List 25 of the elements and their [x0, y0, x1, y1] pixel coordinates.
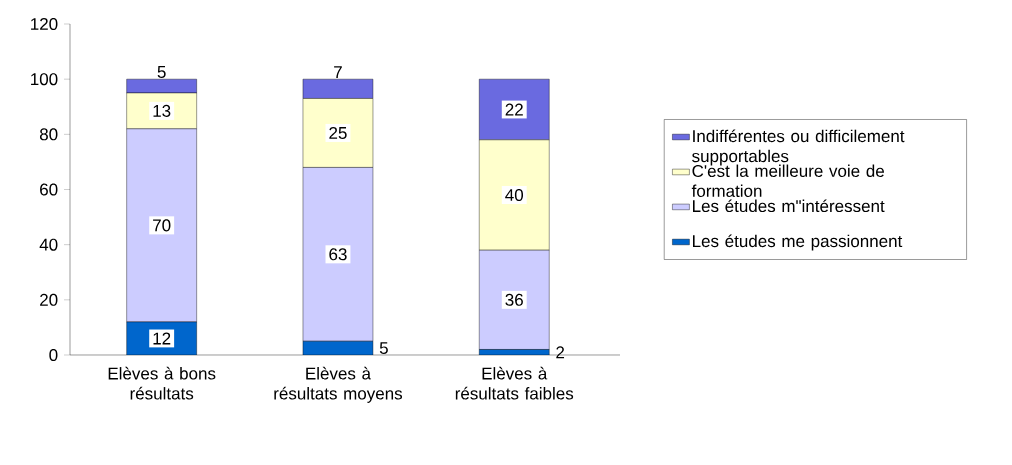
y-tick-label: 120: [31, 17, 58, 31]
data-label: 63: [329, 248, 347, 261]
legend-label: Les études m"intéressent: [693, 199, 885, 213]
x-tick-label: Elèves à bons résultats: [108, 366, 216, 400]
data-label: 5: [379, 342, 388, 355]
legend-label: Les études me passionnent: [693, 234, 903, 251]
y-tick-label: 20: [40, 293, 58, 306]
data-label: 13: [153, 104, 171, 117]
y-tick-label: 80: [39, 128, 58, 141]
data-label: 40: [505, 188, 524, 202]
x-tick-label: Elèves à résultats faibles: [455, 366, 574, 400]
legend-label: C'est la meilleure voie de formation: [691, 164, 884, 198]
x-tick-label: Elèves à résultats moyens: [274, 366, 403, 403]
data-label: 7: [334, 66, 342, 78]
y-tick-label: 40: [39, 238, 58, 251]
data-label: 70: [153, 219, 171, 232]
data-label: 36: [505, 293, 523, 306]
data-label: 22: [505, 103, 523, 116]
data-label: 25: [329, 126, 347, 139]
data-label: 12: [153, 332, 171, 345]
y-tick-label: 60: [40, 183, 58, 196]
y-tick-label: 0: [49, 348, 58, 362]
data-label: 2: [556, 346, 565, 359]
data-label: 5: [157, 66, 166, 78]
y-tick-label: 100: [31, 73, 58, 86]
